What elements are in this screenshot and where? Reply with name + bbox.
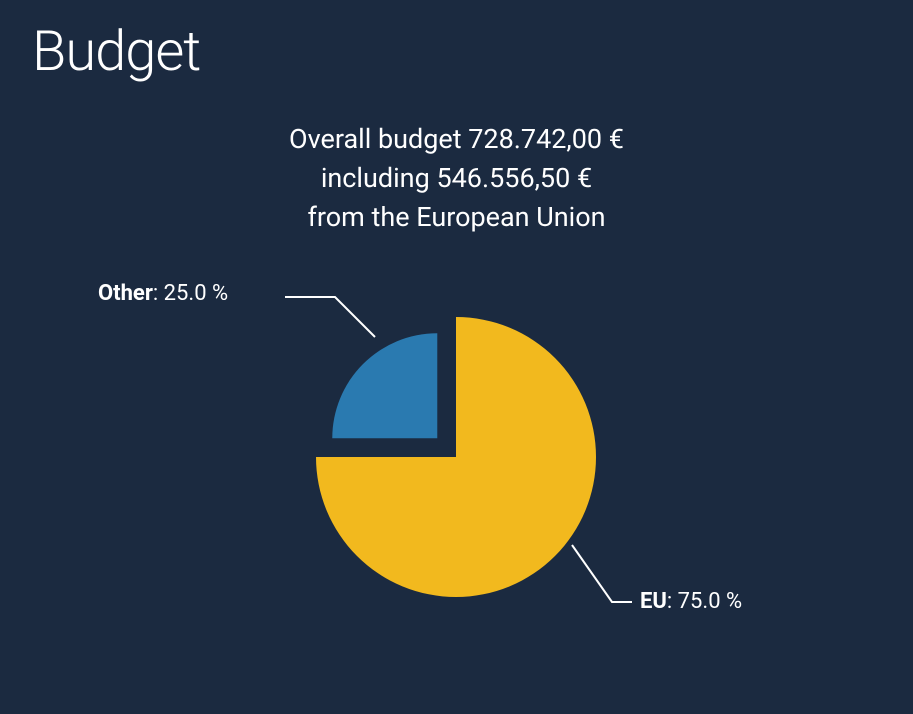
leader-line-eu	[572, 545, 632, 602]
pie-label-other-name: Other	[98, 281, 153, 306]
pie-slice-other	[332, 334, 437, 439]
pie-label-other-value: : 25.0 %	[153, 281, 228, 306]
pie-svg	[0, 257, 913, 657]
pie-label-other: Other: 25.0 %	[98, 281, 228, 306]
subtitle-line-3: from the European Union	[0, 198, 913, 237]
subtitle-line-1: Overall budget 728.742,00 €	[0, 120, 913, 159]
pie-label-eu-name: EU	[640, 589, 667, 614]
pie-chart: Other: 25.0 % EU: 75.0 %	[0, 257, 913, 657]
pie-slice-eu	[316, 317, 596, 597]
subtitle-block: Overall budget 728.742,00 € including 54…	[0, 120, 913, 237]
page-title: Budget	[0, 0, 913, 84]
pie-label-eu: EU: 75.0 %	[640, 589, 742, 614]
pie-label-eu-value: : 75.0 %	[667, 589, 742, 614]
leader-line-other	[285, 297, 375, 337]
subtitle-line-2: including 546.556,50 €	[0, 159, 913, 198]
